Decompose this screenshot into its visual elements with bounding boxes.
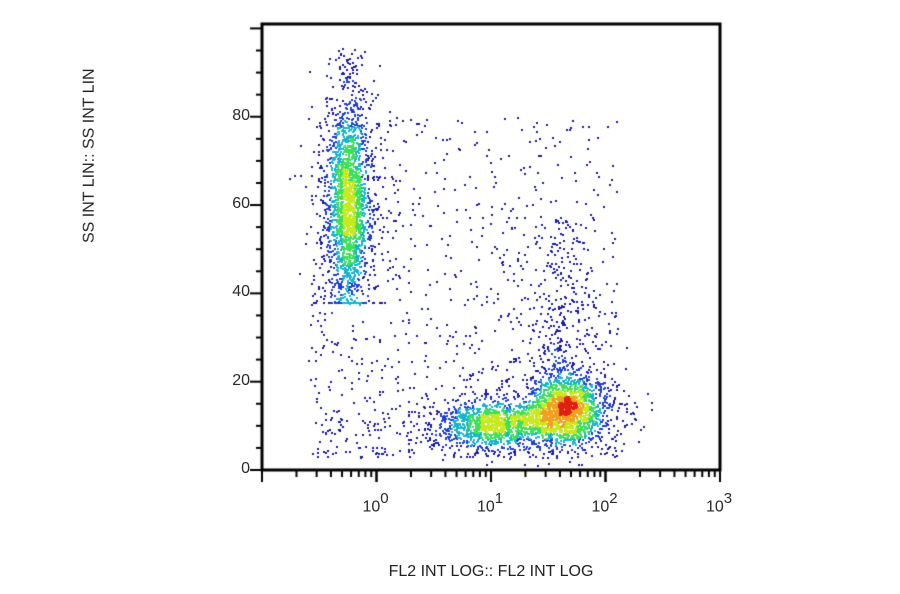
y-tick-label-40: 40 (232, 283, 250, 301)
y-tick-label-20: 20 (232, 371, 250, 389)
x-tick-label-10e3: 103 (706, 490, 733, 516)
y-tick-label-60: 60 (232, 195, 250, 213)
y-tick-label-80: 80 (232, 106, 250, 124)
y-axis-title: SS INT LIN:: SS INT LIN (80, 68, 98, 243)
y-tick-label-0: 0 (241, 460, 250, 477)
x-tick-label-10e1: 101 (477, 490, 504, 516)
x-axis-title: FL2 INT LOG:: FL2 INT LOG (388, 563, 594, 580)
x-tick-label-10e0: 100 (362, 490, 389, 516)
x-tick-label-10e2: 102 (591, 490, 618, 516)
